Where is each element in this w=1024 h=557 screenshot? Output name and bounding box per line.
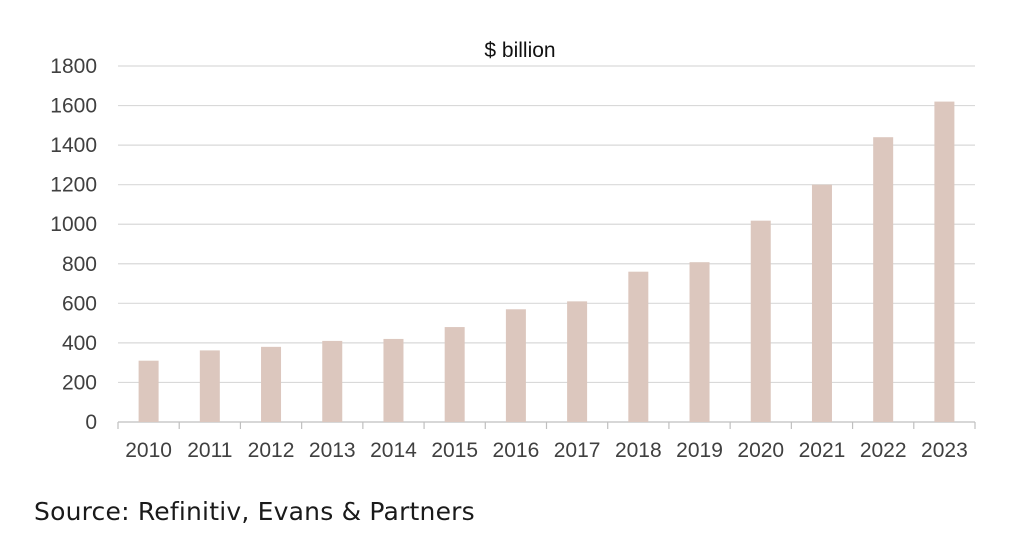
x-tick-label: 2017 <box>554 439 601 462</box>
y-tick-label: 600 <box>62 292 97 315</box>
y-tick-label: 800 <box>62 253 97 276</box>
y-tick-label: 0 <box>85 411 97 434</box>
x-tick-label: 2012 <box>248 439 295 462</box>
bar-2016 <box>505 309 526 422</box>
bar-2023 <box>934 101 955 422</box>
x-tick-label: 2014 <box>370 439 417 462</box>
x-tick-label: 2022 <box>860 439 907 462</box>
bar-2012 <box>261 346 282 422</box>
bar-2014 <box>383 338 404 422</box>
x-tick-label: 2015 <box>431 439 478 462</box>
y-tick-label: 1400 <box>50 134 97 157</box>
bar-2020 <box>750 220 771 422</box>
y-tick-label: 200 <box>62 371 97 394</box>
bar-2011 <box>199 350 220 422</box>
x-tick-label: 2019 <box>676 439 723 462</box>
bar-2013 <box>322 340 343 422</box>
y-tick-label: 1000 <box>50 213 97 236</box>
x-tick-label: 2011 <box>187 439 232 462</box>
chart-title: $ billion <box>484 39 555 62</box>
x-tick-label: 2020 <box>737 439 784 462</box>
x-tick-label: 2016 <box>493 439 540 462</box>
y-tick-label: 1200 <box>50 174 97 197</box>
x-tick-label: 2013 <box>309 439 356 462</box>
bar-2019 <box>689 262 710 422</box>
x-tick-label: 2021 <box>799 439 846 462</box>
bar-2015 <box>444 327 465 422</box>
bar-2018 <box>628 271 649 422</box>
gridlines <box>118 65 975 423</box>
bar-2022 <box>873 137 894 422</box>
x-tick-label: 2010 <box>125 439 172 462</box>
source-note: Source: Refinitiv, Evans & Partners <box>34 497 475 526</box>
bar-2010 <box>138 360 159 422</box>
bar-2017 <box>567 301 588 422</box>
bars <box>138 101 955 422</box>
x-tick-label: 2023 <box>921 439 968 462</box>
y-axis-ticks: 0 200 400 600 800 1000 1200 1400 1600 1800 <box>50 55 97 434</box>
bar-2021 <box>811 184 832 422</box>
x-tick-label: 2018 <box>615 439 662 462</box>
x-axis-ticks: 2010 2011 2012 2013 2014 2015 2016 2017 2018 2019… <box>117 422 976 462</box>
y-tick-label: 1800 <box>50 55 97 78</box>
y-tick-label: 400 <box>62 332 97 355</box>
y-tick-label: 1600 <box>50 95 97 118</box>
